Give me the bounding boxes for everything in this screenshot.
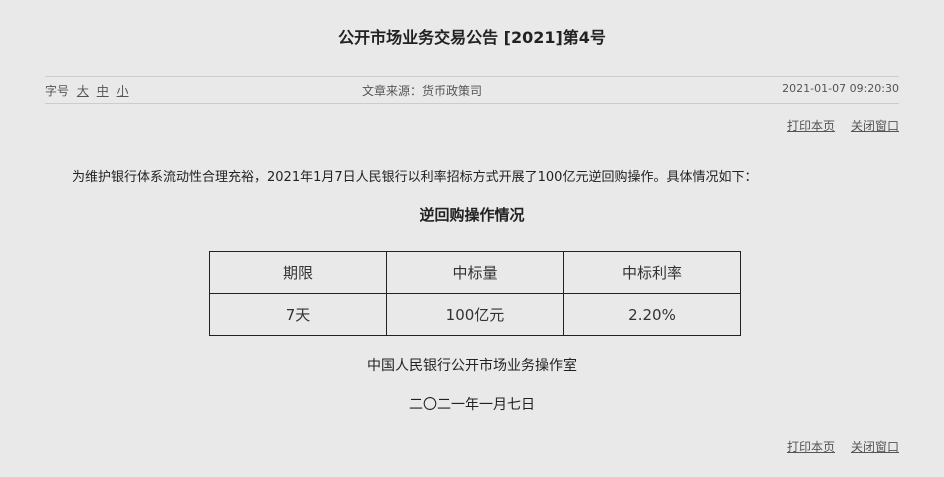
font-size-medium[interactable]: 中 [96,84,109,98]
divider [45,76,899,77]
font-size-control: 字号 大 中 小 [45,82,129,99]
publish-datetime: 2021-01-07 09:20:30 [782,82,899,95]
cell-term: 7天 [209,293,387,336]
bottom-links: 打印本页 关闭窗口 [771,438,899,455]
header-rate: 中标利率 [563,251,741,294]
page-title: 公开市场业务交易公告 [2021]第4号 [338,28,606,47]
font-size-small[interactable]: 小 [116,84,129,98]
top-links: 打印本页 关闭窗口 [771,117,899,134]
header-term: 期限 [209,251,387,294]
operation-table: 期限 中标量 中标利率 7天 100亿元 2.20% [209,251,741,336]
announcement-paragraph: 为维护银行体系流动性合理充裕，2021年1月7日人民银行以利率招标方式开展了10… [72,170,758,185]
cell-rate: 2.20% [563,293,741,336]
close-window-link[interactable]: 关闭窗口 [850,119,899,133]
font-size-large[interactable]: 大 [76,84,89,98]
header-amount: 中标量 [386,251,564,294]
issue-date: 二〇二一年一月七日 [409,397,535,413]
print-page-link[interactable]: 打印本页 [786,119,835,133]
divider [45,103,899,104]
print-page-link[interactable]: 打印本页 [786,440,835,454]
font-size-label: 字号 [45,84,70,98]
close-window-link[interactable]: 关闭窗口 [850,440,899,454]
table-caption: 逆回购操作情况 [419,206,525,224]
cell-amount: 100亿元 [386,293,564,336]
signature: 中国人民银行公开市场业务操作室 [367,358,577,374]
table-header-row: 期限 中标量 中标利率 [209,251,741,294]
article-source: 文章来源：货币政策司 [362,84,483,98]
table-row: 7天 100亿元 2.20% [209,293,741,336]
